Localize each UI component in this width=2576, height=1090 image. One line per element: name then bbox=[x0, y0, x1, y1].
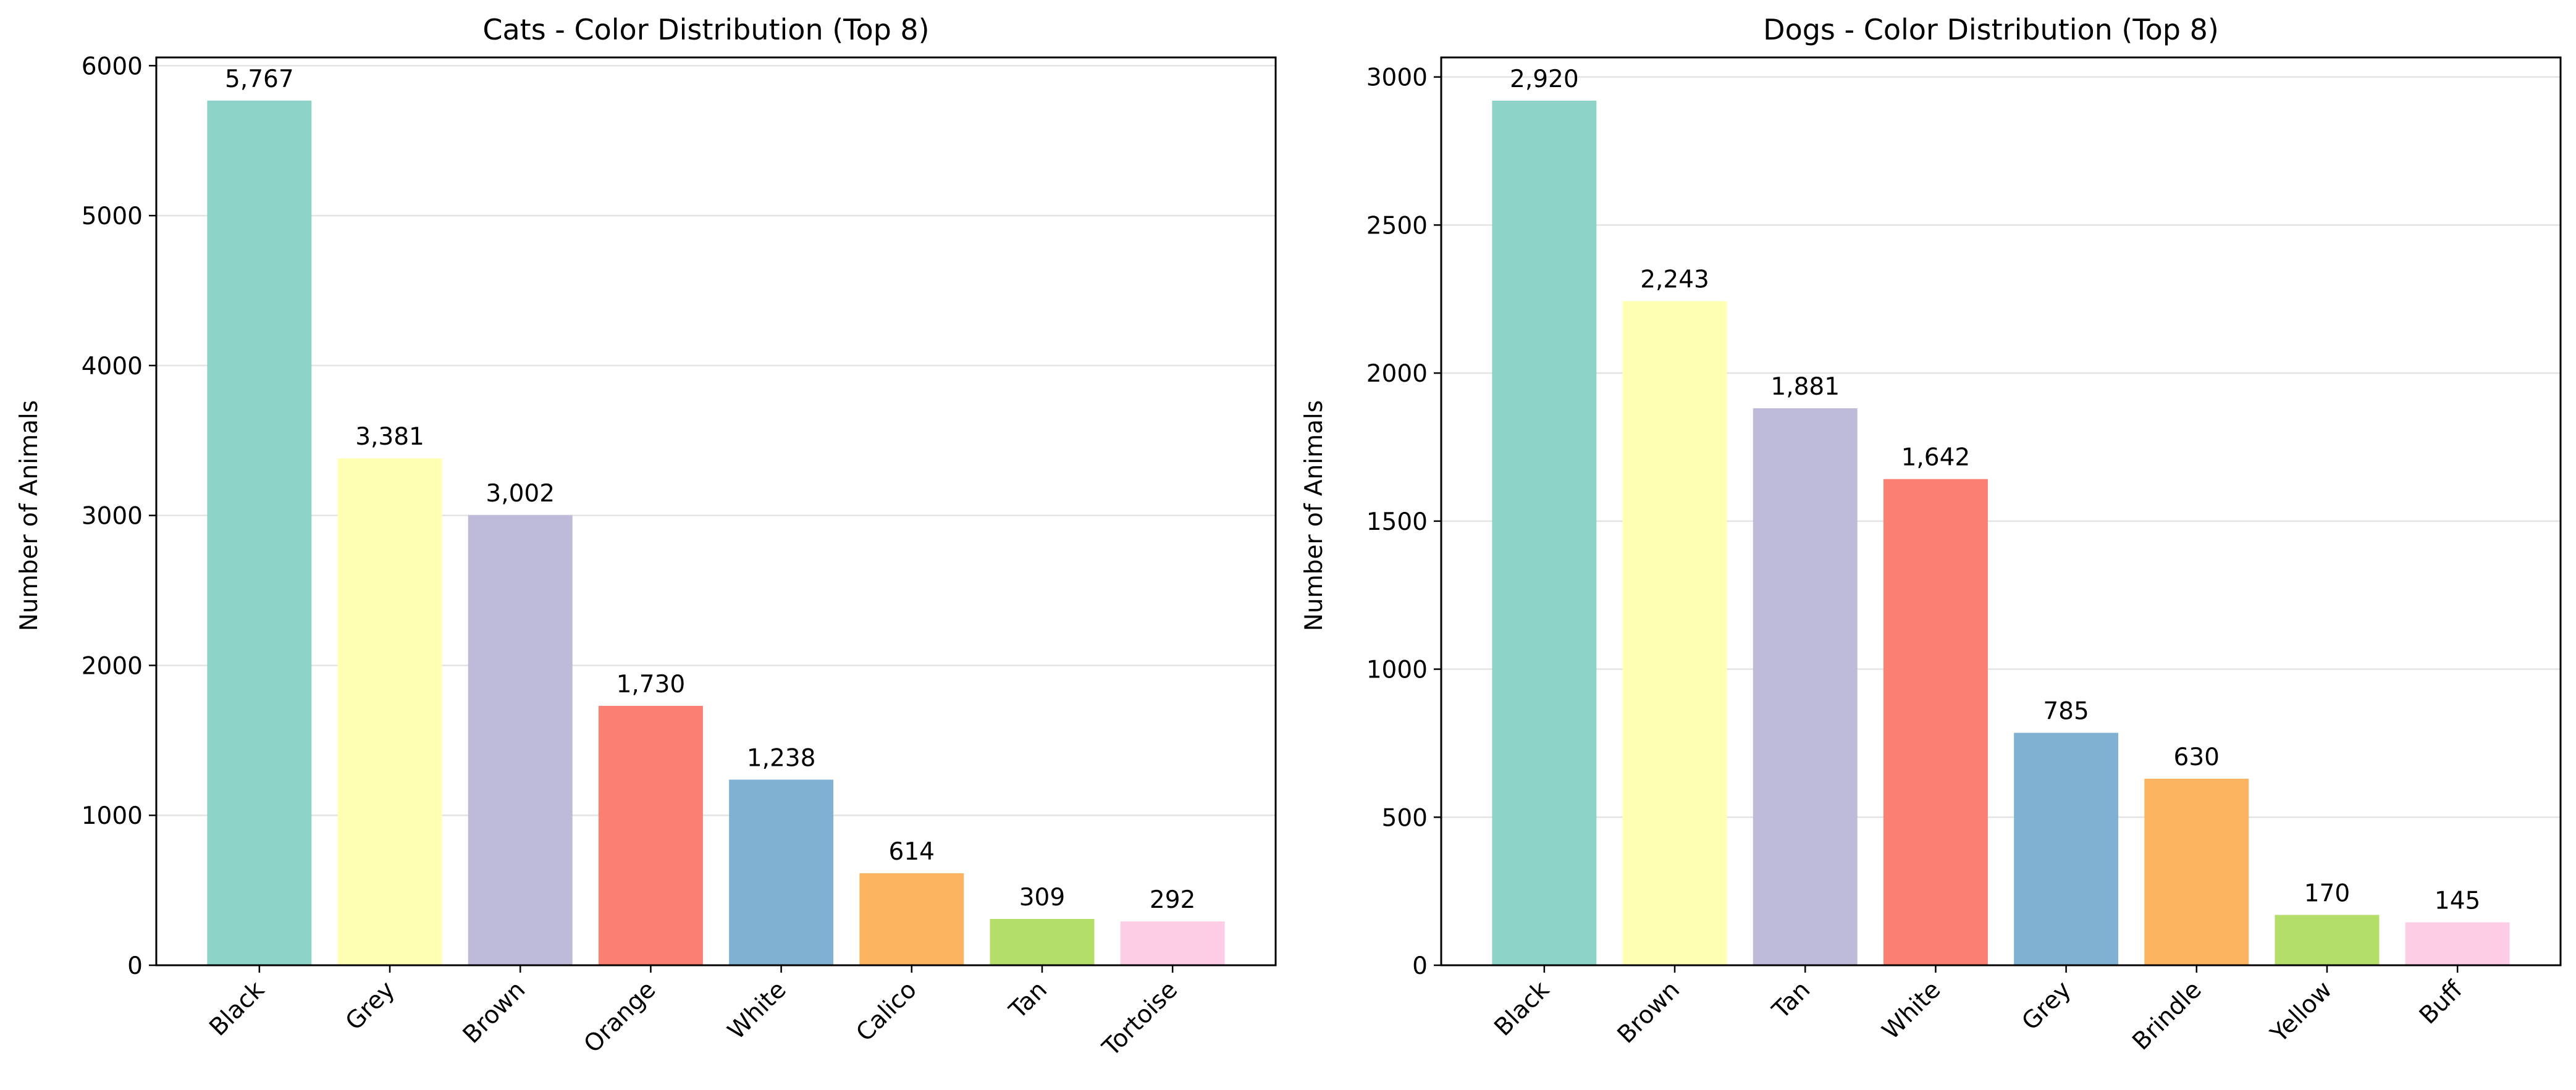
cats-bar-white bbox=[729, 779, 834, 965]
dogs-x-tick-label: White bbox=[1877, 976, 1946, 1045]
cats-plot-frame bbox=[155, 56, 1277, 966]
cats-x-tick-label: Calico bbox=[851, 976, 922, 1047]
cats-y-tick-label: 6000 bbox=[82, 52, 143, 80]
dogs-y-tick-label: 1000 bbox=[1366, 656, 1428, 684]
dogs-x-tick-label: Yellow bbox=[2265, 976, 2338, 1048]
dogs-y-tick-label: 2000 bbox=[1366, 360, 1428, 388]
cats-bar-value-label: 1,238 bbox=[747, 744, 816, 772]
cats-x-tick-label: Brown bbox=[458, 976, 531, 1049]
cats-x-tick-label: Orange bbox=[579, 976, 662, 1059]
cats-bar-calico bbox=[859, 873, 964, 965]
dogs-chart-panel: Dogs - Color Distribution (Top 8) Number… bbox=[1300, 13, 2562, 1056]
dogs-x-tick-label: Brindle bbox=[2127, 976, 2207, 1055]
cats-bar-value-label: 309 bbox=[1019, 884, 1065, 912]
cats-bar-value-label: 1,730 bbox=[617, 671, 686, 698]
cats-bar-brown bbox=[468, 515, 573, 965]
dogs-bar-grey bbox=[2014, 732, 2119, 965]
dogs-bar-yellow bbox=[2275, 915, 2380, 965]
cats-y-tick-label: 1000 bbox=[82, 802, 143, 830]
dogs-chart-title: Dogs - Color Distribution (Top 8) bbox=[1763, 13, 2219, 46]
cats-y-tick-label: 0 bbox=[127, 952, 143, 980]
cats-bar-value-label: 3,002 bbox=[486, 480, 555, 508]
dogs-bar-tan bbox=[1753, 408, 1858, 965]
cats-x-tick-label: White bbox=[723, 976, 792, 1045]
dogs-y-tick-label: 1500 bbox=[1366, 508, 1428, 536]
dogs-x-tick-label: Black bbox=[1489, 976, 1555, 1042]
dogs-bar-white bbox=[1883, 479, 1988, 965]
dogs-bar-value-label: 785 bbox=[2043, 698, 2089, 726]
dogs-bar-value-label: 1,642 bbox=[1901, 444, 1971, 472]
cats-bar-value-label: 292 bbox=[1150, 886, 1195, 914]
cats-chart-title: Cats - Color Distribution (Top 8) bbox=[482, 13, 929, 46]
cats-y-axis-label: Number of Animals bbox=[15, 400, 43, 631]
cats-y-tick-label: 3000 bbox=[82, 503, 143, 530]
dogs-bar-value-label: 1,881 bbox=[1770, 373, 1840, 401]
cats-bar-value-label: 614 bbox=[889, 838, 935, 866]
dogs-bar-value-label: 2,920 bbox=[1510, 65, 1579, 93]
cats-bar-grey bbox=[337, 458, 442, 965]
dogs-y-tick-label: 500 bbox=[1382, 804, 1428, 832]
dogs-bar-brown bbox=[1622, 301, 1727, 965]
dogs-bar-value-label: 630 bbox=[2174, 744, 2220, 771]
dogs-y-tick-label: 0 bbox=[1412, 952, 1428, 980]
dogs-y-tick-label: 3000 bbox=[1366, 64, 1428, 92]
cats-y-tick-label: 2000 bbox=[82, 652, 143, 680]
dogs-y-axis-label: Number of Animals bbox=[1300, 400, 1328, 631]
cats-y-tick-label: 5000 bbox=[82, 203, 143, 230]
cats-bar-orange bbox=[598, 706, 703, 965]
cats-y-tick-label: 4000 bbox=[82, 353, 143, 380]
dogs-bar-black bbox=[1492, 101, 1597, 965]
cats-x-tick-label: Tan bbox=[1004, 976, 1053, 1025]
dogs-bar-value-label: 2,243 bbox=[1640, 266, 1709, 294]
cats-x-tick-label: Tortoise bbox=[1097, 976, 1184, 1062]
dogs-x-tick-label: Buff bbox=[2414, 975, 2469, 1029]
dogs-bar-buff bbox=[2405, 922, 2510, 965]
dogs-bar-value-label: 170 bbox=[2304, 879, 2350, 907]
dogs-x-tick-label: Brown bbox=[1612, 976, 1685, 1049]
dogs-x-tick-label: Grey bbox=[2016, 976, 2076, 1036]
cats-bar-value-label: 5,767 bbox=[225, 65, 294, 93]
cats-chart-panel: Cats - Color Distribution (Top 8) Number… bbox=[15, 13, 1277, 1062]
cats-bar-tan bbox=[990, 918, 1095, 965]
dogs-y-tick-label: 2500 bbox=[1366, 212, 1428, 240]
cats-bar-black bbox=[207, 100, 312, 966]
dogs-x-tick-label: Tan bbox=[1767, 976, 1816, 1025]
dogs-bar-brindle bbox=[2144, 778, 2249, 965]
cats-x-tick-label: Grey bbox=[340, 976, 400, 1036]
dogs-plot-frame bbox=[1440, 56, 2562, 966]
cats-x-tick-label: Black bbox=[204, 976, 270, 1042]
cats-bar-tortoise bbox=[1120, 921, 1225, 965]
dogs-bar-value-label: 145 bbox=[2435, 887, 2480, 915]
cats-bar-value-label: 3,381 bbox=[355, 423, 424, 451]
